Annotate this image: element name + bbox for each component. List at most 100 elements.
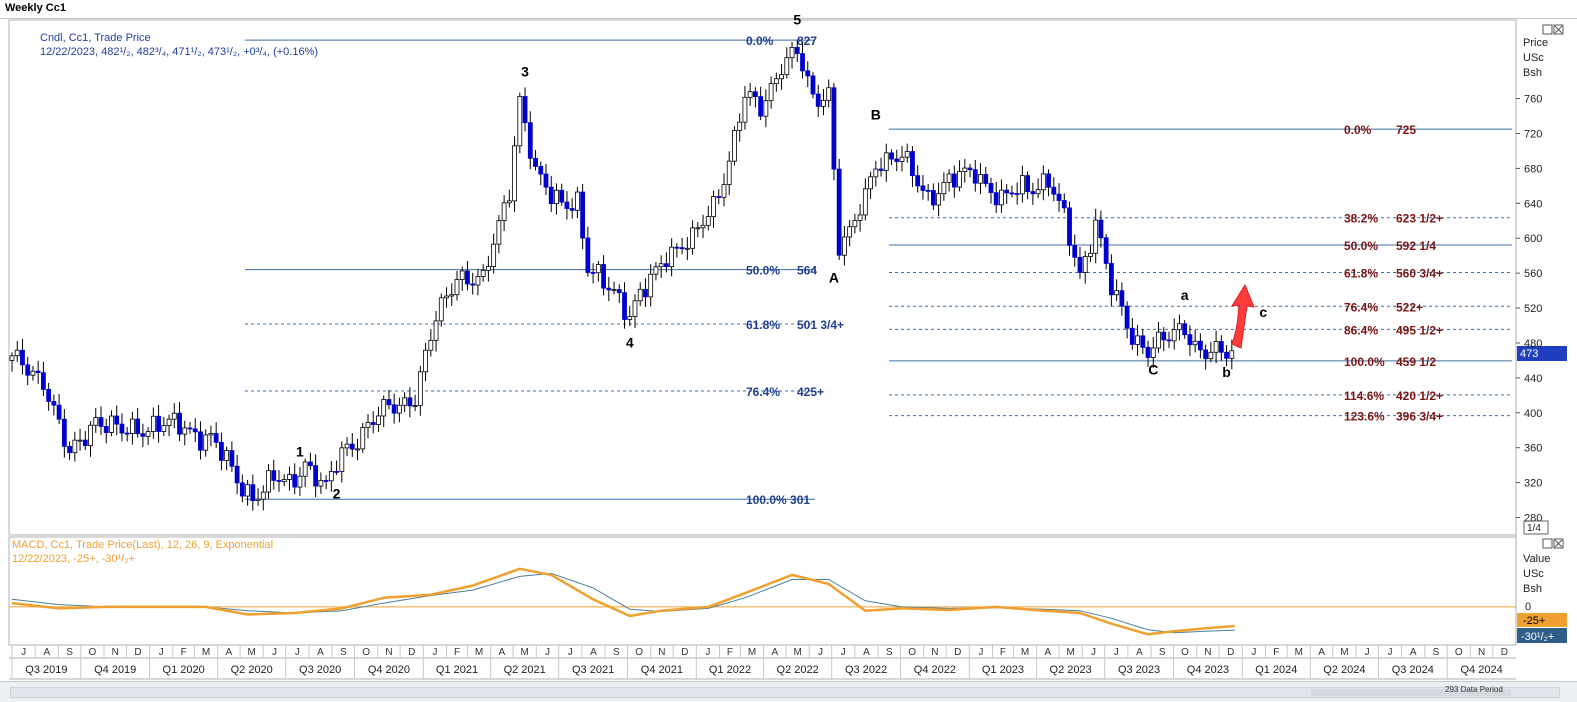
candle-body xyxy=(239,482,245,497)
y-tick-label: 760 xyxy=(1524,94,1542,106)
candle-body xyxy=(999,189,1004,206)
price-close-icon[interactable] xyxy=(1553,24,1564,35)
month-label: F xyxy=(1000,647,1006,658)
scrollbar-thumb[interactable] xyxy=(1311,689,1511,696)
y-tick-label: 480 xyxy=(1524,338,1542,350)
candle-body xyxy=(339,447,345,472)
candle-body xyxy=(951,173,957,188)
candle-body xyxy=(313,465,319,487)
fib-right-percent: 86.4% xyxy=(1344,323,1378,337)
candle-body xyxy=(517,96,523,147)
candle-body xyxy=(522,96,528,124)
horizontal-scrollbar[interactable] xyxy=(10,687,1560,698)
candle-body xyxy=(250,484,256,502)
month-label: J xyxy=(978,647,983,658)
status-bar: 293 Data Period xyxy=(0,681,1577,702)
candle-body xyxy=(569,208,575,211)
zoom-label[interactable]: 1/4 xyxy=(1527,523,1541,534)
month-label: D xyxy=(954,647,961,658)
candle-body xyxy=(51,401,57,406)
month-label: S xyxy=(340,647,347,658)
fib-right-value: 495 1/2+ xyxy=(1396,323,1443,337)
month-label: M xyxy=(475,647,483,658)
price-axis-title-3: Bsh xyxy=(1523,67,1542,79)
quarter-label: Q2 2023 xyxy=(1050,664,1092,676)
month-label: D xyxy=(681,647,688,658)
month-label: J xyxy=(1091,647,1096,658)
chart-area[interactable]: Cndl, Cc1, Trade Price 12/22/2023, 482¹/… xyxy=(0,0,1577,681)
fib-left-value: 827 xyxy=(797,34,817,48)
macd-close-icon[interactable] xyxy=(1553,538,1564,549)
quarter-label: Q4 2019 xyxy=(94,664,136,676)
candle-body xyxy=(355,448,360,451)
candle-body xyxy=(1140,335,1146,348)
candle-body xyxy=(695,227,701,230)
candle-body xyxy=(334,471,339,473)
candle-body xyxy=(1004,189,1010,194)
candle-body xyxy=(1119,290,1125,307)
candle-body xyxy=(836,168,842,256)
fib-right-value: 459 1/2 xyxy=(1396,355,1436,369)
candle-body xyxy=(925,189,931,192)
fib-left-percent: 76.4% xyxy=(746,385,780,399)
month-label: A xyxy=(226,647,233,658)
month-label: M xyxy=(793,647,801,658)
candle-body xyxy=(1061,200,1067,209)
month-label: F xyxy=(454,647,460,658)
candle-body xyxy=(737,121,743,131)
macd-axis-title-1: Value xyxy=(1523,553,1550,565)
candle-body xyxy=(14,349,20,357)
fib-right-percent: 50.0% xyxy=(1344,239,1378,253)
candle-body xyxy=(1197,340,1203,351)
month-label: J xyxy=(272,647,277,658)
candle-body xyxy=(679,247,685,250)
candle-body xyxy=(360,427,366,450)
month-label: O xyxy=(908,647,916,658)
candle-body xyxy=(512,145,517,202)
candle-body xyxy=(826,87,832,101)
macd-header-line1: MACD, Cc1, Trade Price(Last), 12, 26, 9,… xyxy=(12,539,273,551)
candle-body xyxy=(1124,305,1130,329)
candle-body xyxy=(763,100,769,117)
quarter-label: Q4 2024 xyxy=(1460,664,1502,676)
month-label: A xyxy=(1318,647,1325,658)
candle-body xyxy=(664,263,669,267)
candle-body xyxy=(705,216,711,226)
candle-body xyxy=(1088,252,1093,257)
month-label: N xyxy=(1204,647,1211,658)
candle-body xyxy=(266,470,271,493)
candle-body xyxy=(365,422,371,428)
candle-body xyxy=(784,57,790,76)
quarter-label: Q1 2023 xyxy=(982,664,1024,676)
candle-body xyxy=(543,173,549,188)
candle-body xyxy=(1025,175,1031,193)
month-label: M xyxy=(1340,647,1348,658)
quarter-label: Q3 2023 xyxy=(1118,664,1160,676)
fib-left-value: 425+ xyxy=(797,385,824,399)
candle-body xyxy=(67,445,72,454)
month-label: F xyxy=(181,647,187,658)
candle-body xyxy=(742,96,748,123)
candle-body xyxy=(433,320,439,341)
candle-body xyxy=(166,418,172,427)
month-label: A xyxy=(499,647,506,658)
candle-body xyxy=(41,372,46,390)
month-label: O xyxy=(1181,647,1189,658)
month-label: O xyxy=(362,647,370,658)
candle-body xyxy=(475,276,481,286)
fib-right-value: 725 xyxy=(1396,123,1416,137)
candle-body xyxy=(852,220,858,228)
zoom-box[interactable] xyxy=(1523,520,1549,535)
macd-zero-label: 0 xyxy=(1525,601,1531,613)
candle-body xyxy=(978,174,983,184)
candle-body xyxy=(983,174,989,184)
candle-body xyxy=(711,196,716,218)
macd-maximize-icon[interactable] xyxy=(1542,538,1553,549)
candle-body xyxy=(601,264,606,289)
month-label: J xyxy=(568,647,573,658)
price-axis-title-1: Price xyxy=(1523,37,1548,49)
price-maximize-icon[interactable] xyxy=(1542,24,1553,35)
candle-body xyxy=(506,200,512,204)
last-price-tag xyxy=(1517,346,1567,361)
price-header-line1: Cndl, Cc1, Trade Price xyxy=(40,32,151,44)
